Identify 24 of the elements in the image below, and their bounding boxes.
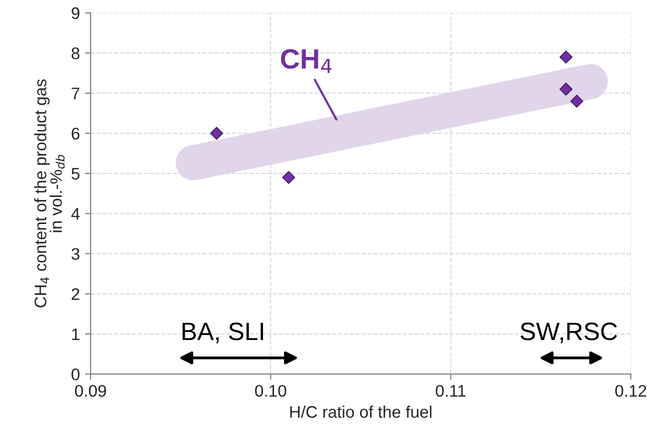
annotation: CH$_{4}$ [281,49,332,74]
y-tick-label: 6 [72,128,80,140]
x-tick-label: 0.12 [615,384,646,397]
y-tick-label: 7 [72,88,80,100]
y-tick-label: 1 [72,328,80,340]
y-tick-label: 5 [72,168,80,180]
y-tick-label: 8 [72,47,80,60]
x-axis-title: H/C ratio of the fuel [290,406,432,418]
point [210,126,224,140]
y-tick-label: 0 [72,368,80,380]
y-tick-label: 2 [72,288,80,300]
point [560,82,572,96]
annotation: SW,RSC [520,322,618,344]
y-axis-title: CH$_{4}$ content of the product gas in vol.-%$_{db}$ [34,79,65,308]
x-tick-label: 0.11 [436,384,466,397]
point [282,170,296,184]
x-tick-label: 0.09 [75,384,106,397]
y-tick-label: 4 [71,208,80,220]
x-tick-label: 0.10 [255,384,286,397]
y-tick-label: 9 [72,7,80,20]
point [560,50,572,64]
point [570,94,584,108]
y-tick-label: 3 [72,248,80,260]
annotation: BA, SLI [182,322,264,344]
